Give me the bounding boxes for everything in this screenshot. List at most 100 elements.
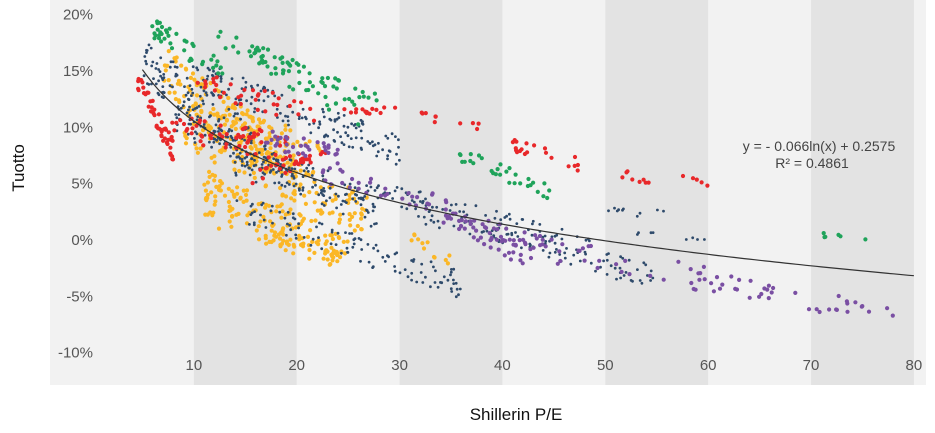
data-point (214, 82, 219, 88)
data-point (385, 191, 390, 197)
data-point (145, 49, 149, 52)
data-point (495, 227, 500, 232)
data-point (244, 112, 249, 117)
data-point (286, 222, 289, 226)
data-point (371, 209, 375, 213)
data-point (821, 231, 826, 236)
data-point (614, 262, 619, 267)
data-point (285, 233, 288, 237)
data-point (318, 120, 321, 124)
data-point (629, 279, 633, 282)
data-point (229, 145, 233, 149)
data-point (230, 129, 234, 133)
data-point (179, 63, 184, 68)
data-point (224, 132, 229, 137)
data-point (269, 163, 274, 168)
data-point (333, 101, 339, 106)
data-point (281, 226, 286, 231)
data-point (580, 246, 586, 251)
data-point (476, 121, 481, 126)
data-point (292, 175, 295, 178)
data-point (302, 169, 306, 173)
data-point (227, 219, 232, 224)
data-point (188, 105, 191, 109)
data-point (181, 104, 185, 108)
data-point (245, 213, 250, 218)
data-point (287, 84, 292, 89)
data-point (518, 258, 523, 263)
data-point (203, 188, 208, 193)
data-point (635, 214, 639, 218)
data-point (817, 309, 822, 315)
data-point (526, 176, 531, 182)
data-point (386, 154, 390, 158)
data-point (136, 88, 141, 93)
data-point (190, 94, 193, 97)
data-point (691, 286, 696, 292)
data-point (697, 277, 702, 282)
data-point (172, 128, 177, 133)
x-tick-label: 40 (494, 357, 511, 374)
data-point (495, 209, 498, 213)
data-point (292, 198, 297, 203)
data-point (393, 105, 398, 110)
data-point (363, 195, 367, 198)
data-point (157, 68, 161, 71)
y-axis-ticks: -10% -5% 0% 5% 10% 15% 20% (58, 7, 93, 362)
data-point (226, 95, 231, 101)
data-point (393, 265, 396, 268)
data-point (293, 225, 299, 230)
data-point (336, 130, 339, 134)
data-point (595, 265, 600, 271)
data-point (381, 255, 385, 259)
data-point (360, 136, 364, 140)
data-point (194, 93, 200, 98)
data-point (361, 120, 364, 123)
data-point (247, 166, 251, 170)
data-point (223, 46, 228, 51)
data-point (195, 132, 199, 136)
data-point (155, 27, 160, 32)
data-point (235, 199, 239, 203)
data-point (450, 268, 453, 271)
data-point (560, 227, 564, 231)
data-point (279, 215, 284, 220)
data-point (366, 95, 371, 100)
data-point (397, 145, 400, 149)
data-point (173, 65, 177, 69)
data-point (353, 186, 357, 190)
data-point (510, 233, 514, 237)
data-point (287, 166, 291, 170)
data-point (267, 134, 272, 139)
data-point (455, 287, 459, 291)
data-point (714, 275, 720, 280)
data-point (420, 262, 424, 266)
data-point (281, 119, 285, 123)
data-point (542, 146, 548, 151)
data-point (359, 216, 364, 221)
data-point (187, 98, 191, 101)
data-point (217, 132, 222, 137)
data-point (292, 184, 296, 188)
data-point (359, 129, 363, 133)
data-point (676, 259, 681, 264)
data-point (162, 73, 166, 76)
data-point (304, 117, 308, 121)
data-point (699, 180, 704, 185)
data-point (384, 134, 388, 138)
data-point (474, 228, 479, 233)
data-point (307, 147, 312, 152)
data-point (340, 180, 345, 186)
data-point (170, 157, 175, 162)
data-point (203, 212, 208, 217)
data-point (323, 94, 328, 100)
data-point (640, 281, 644, 285)
data-point (263, 147, 267, 151)
data-point (447, 253, 452, 258)
data-point (475, 238, 480, 243)
data-point (286, 149, 291, 154)
data-point (429, 218, 433, 222)
data-point (245, 155, 249, 159)
data-point (276, 96, 281, 101)
data-point (479, 156, 484, 161)
